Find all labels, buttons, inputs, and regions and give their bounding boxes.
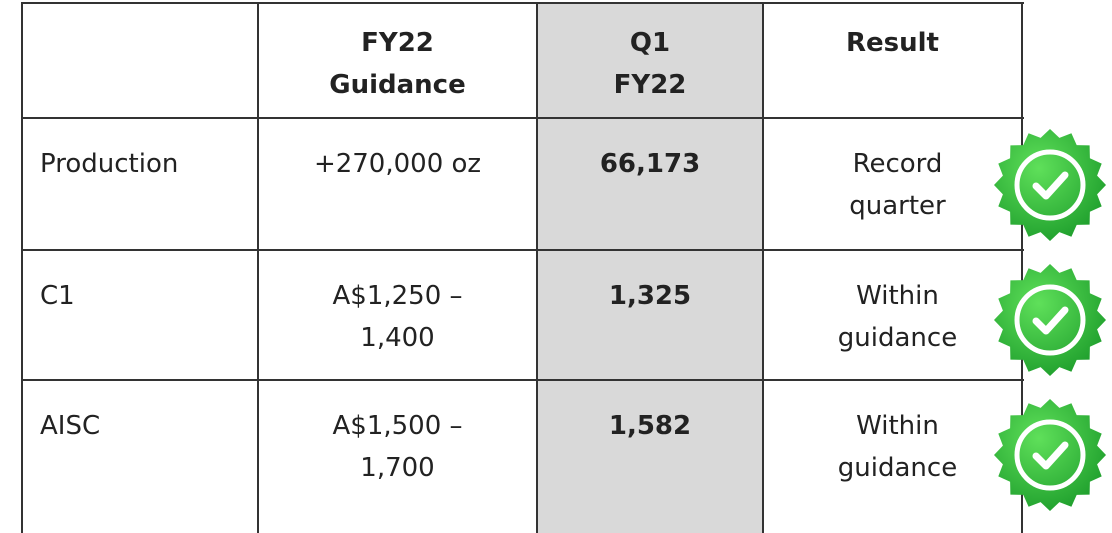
row-border [21, 117, 1024, 119]
column-border [257, 3, 259, 533]
table-cell: 1,582 [608, 411, 692, 441]
check-badge [994, 264, 1106, 376]
check-badge [994, 129, 1106, 241]
table-cell: Within guidance [837, 281, 958, 353]
row-border [21, 249, 1024, 251]
table-cell: 66,173 [599, 149, 701, 179]
column-border [536, 3, 538, 533]
table-cell: 1,325 [608, 281, 692, 311]
table-cell: Record quarter [849, 149, 946, 221]
table-cell: C1 [40, 281, 75, 311]
table-cell: AISC [40, 411, 101, 441]
row-border [21, 2, 1024, 4]
header-cell: FY22 Guidance [329, 28, 466, 100]
row-border [21, 379, 1024, 381]
table-cell: Within guidance [837, 411, 958, 483]
highlight-column [537, 3, 763, 533]
check-badge [994, 399, 1106, 511]
column-border [21, 3, 23, 533]
header-cell: Result [846, 28, 939, 58]
column-border [1021, 3, 1023, 533]
table-cell: A$1,500 – 1,700 [332, 411, 463, 483]
header-cell: Q1 FY22 [613, 28, 687, 100]
table-cell: A$1,250 – 1,400 [332, 281, 463, 353]
column-border [762, 3, 764, 533]
table-cell: Production [40, 149, 179, 179]
table-cell: +270,000 oz [313, 149, 482, 179]
